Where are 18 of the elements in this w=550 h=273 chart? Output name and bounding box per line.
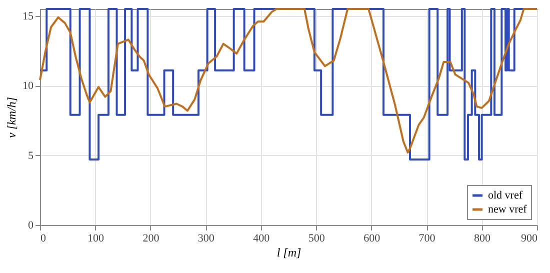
y-tick-label: 15 bbox=[22, 10, 34, 22]
x-tick-label: 800 bbox=[474, 232, 492, 244]
x-tick-label: 500 bbox=[308, 232, 326, 244]
x-axis-title: l [m] bbox=[276, 246, 302, 260]
x-tick-label: 600 bbox=[364, 232, 381, 244]
legend-label: old vref bbox=[488, 190, 523, 202]
legend-label: new vref bbox=[488, 204, 528, 216]
x-tick-label: 400 bbox=[253, 232, 270, 244]
x-tick-label: 0 bbox=[40, 232, 46, 244]
x-tick-label: 200 bbox=[142, 232, 160, 244]
x-tick-label: 300 bbox=[198, 232, 215, 244]
x-tick-label: 100 bbox=[87, 232, 104, 244]
y-axis-title: v [km/h] bbox=[4, 96, 18, 138]
y-tick-label: 5 bbox=[28, 150, 34, 162]
y-tick-label: 0 bbox=[28, 220, 34, 232]
x-tick-label: 700 bbox=[418, 232, 436, 244]
x-tick-label: 900 bbox=[521, 232, 538, 244]
y-tick-label: 10 bbox=[22, 80, 34, 92]
